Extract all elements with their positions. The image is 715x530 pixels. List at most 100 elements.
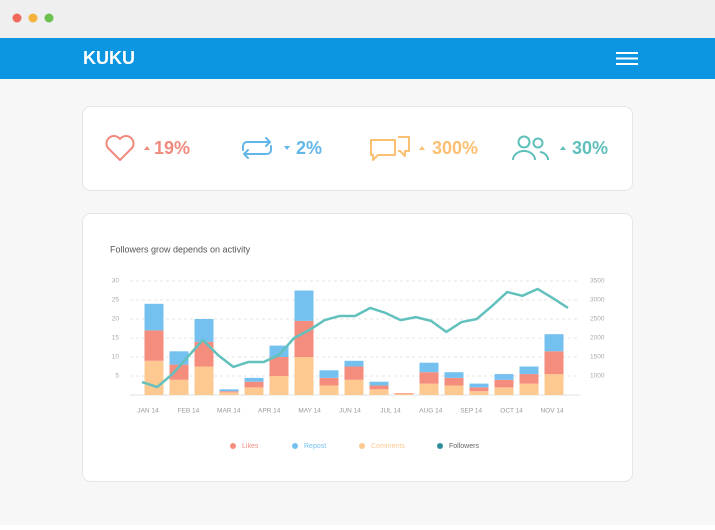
y2-tick-label: 1000 — [590, 373, 605, 380]
bar-segment — [444, 372, 464, 378]
stats-card — [82, 106, 633, 191]
x-tick-label: FEB 14 — [178, 408, 200, 415]
bar-segment — [219, 389, 239, 392]
bar-segment — [244, 377, 264, 382]
x-tick-label: APR 14 — [258, 408, 281, 415]
y-tick-label: 25 — [112, 297, 120, 304]
brand[interactable]: KUKU — [83, 48, 135, 68]
repost-icon — [242, 137, 272, 159]
bar-segment — [519, 366, 539, 375]
legend-dot — [359, 443, 365, 449]
bar-segment — [544, 334, 564, 352]
bar-segment — [144, 330, 164, 361]
bar-segment — [419, 362, 439, 373]
bar-segment — [219, 391, 239, 393]
bar-segment — [394, 393, 414, 395]
bar-segment — [144, 303, 164, 331]
bar-segment — [369, 381, 389, 386]
minimize-dot[interactable] — [28, 13, 38, 23]
bar-segment — [344, 379, 364, 395]
legend-dot — [292, 443, 298, 449]
legend-label: Likes — [242, 443, 259, 450]
trend-arrow — [419, 146, 425, 150]
bar-segment — [469, 391, 489, 395]
legend-label: Comments — [371, 443, 405, 450]
y2-tick-label: 2000 — [590, 335, 605, 342]
y2-tick-label: 1500 — [590, 354, 605, 361]
stat-value: 2% — [296, 138, 322, 158]
y-tick-label: 20 — [112, 316, 120, 323]
y2-tick-label: 2500 — [590, 316, 605, 323]
bar-segment — [494, 387, 514, 395]
x-tick-label: JAN 14 — [137, 408, 159, 415]
bar-segment — [344, 360, 364, 367]
menu-button[interactable] — [616, 52, 638, 65]
bar-segment — [194, 341, 214, 367]
bar-segment — [444, 377, 464, 386]
legend-label: Repost — [304, 443, 326, 450]
bar-segment — [269, 376, 289, 395]
x-tick-label: AUG 14 — [419, 408, 443, 415]
x-tick-label: OCT 14 — [500, 408, 523, 415]
y-tick-label: 10 — [112, 354, 120, 361]
legend-dot — [230, 443, 236, 449]
maximize-dot[interactable] — [44, 13, 54, 23]
chart-title: Followers grow depends on activity — [110, 244, 251, 254]
bar-segment — [469, 383, 489, 388]
bar-segment — [319, 377, 339, 386]
bar-segment — [319, 385, 339, 395]
y2-tick-label: 3000 — [590, 297, 605, 304]
x-tick-label: NOV 14 — [540, 408, 564, 415]
bar-segment — [319, 370, 339, 378]
trend-arrow — [284, 146, 290, 150]
y-tick-label: 15 — [112, 335, 120, 342]
bar-segment — [269, 345, 289, 357]
bar-segment — [194, 319, 214, 342]
stat-value: 300% — [432, 138, 478, 158]
bar-segment — [344, 366, 364, 380]
x-tick-label: JUN 14 — [339, 408, 361, 415]
trend-arrow — [144, 146, 150, 150]
bar-segment — [494, 379, 514, 388]
followers-line — [141, 287, 569, 389]
y2-tick-label: 3500 — [590, 278, 605, 285]
bar-segment — [369, 385, 389, 390]
y-tick-label: 30 — [112, 278, 120, 285]
stat-value: 19% — [154, 138, 190, 158]
bar-segment — [144, 360, 164, 395]
bar-segment — [469, 387, 489, 392]
titlebar — [0, 0, 715, 38]
bar-segment — [369, 389, 389, 395]
bar-segment — [244, 387, 264, 395]
x-tick-label: MAR 14 — [217, 408, 241, 415]
comments-icon — [370, 136, 410, 161]
followers-icon — [512, 135, 550, 161]
close-dot[interactable] — [12, 13, 22, 23]
bar-segment — [169, 379, 189, 395]
bar-segment — [419, 383, 439, 395]
bar-segment — [494, 374, 514, 380]
bar-segment — [394, 393, 414, 394]
x-tick-label: MAY 14 — [298, 408, 321, 415]
bar-segment — [294, 357, 314, 395]
bar-segment — [169, 364, 189, 380]
bar-segment — [244, 381, 264, 388]
bar-segment — [419, 372, 439, 384]
legend-label: Followers — [449, 443, 479, 450]
bar-segment — [519, 374, 539, 384]
y-tick-label: 5 — [115, 373, 119, 380]
stat-value: 30% — [572, 138, 608, 158]
bar-segment — [294, 320, 314, 357]
bar-segment — [194, 366, 214, 395]
bar-segment — [269, 357, 289, 376]
likes-icon — [105, 135, 135, 161]
navbar — [0, 38, 715, 79]
x-tick-label: SEP 14 — [460, 408, 482, 415]
bar-segment — [544, 374, 564, 395]
bar-segment — [444, 385, 464, 395]
trend-arrow — [560, 146, 566, 150]
bar-segment — [219, 392, 239, 395]
bar-segment — [294, 290, 314, 321]
x-tick-label: JUL 14 — [380, 408, 401, 415]
